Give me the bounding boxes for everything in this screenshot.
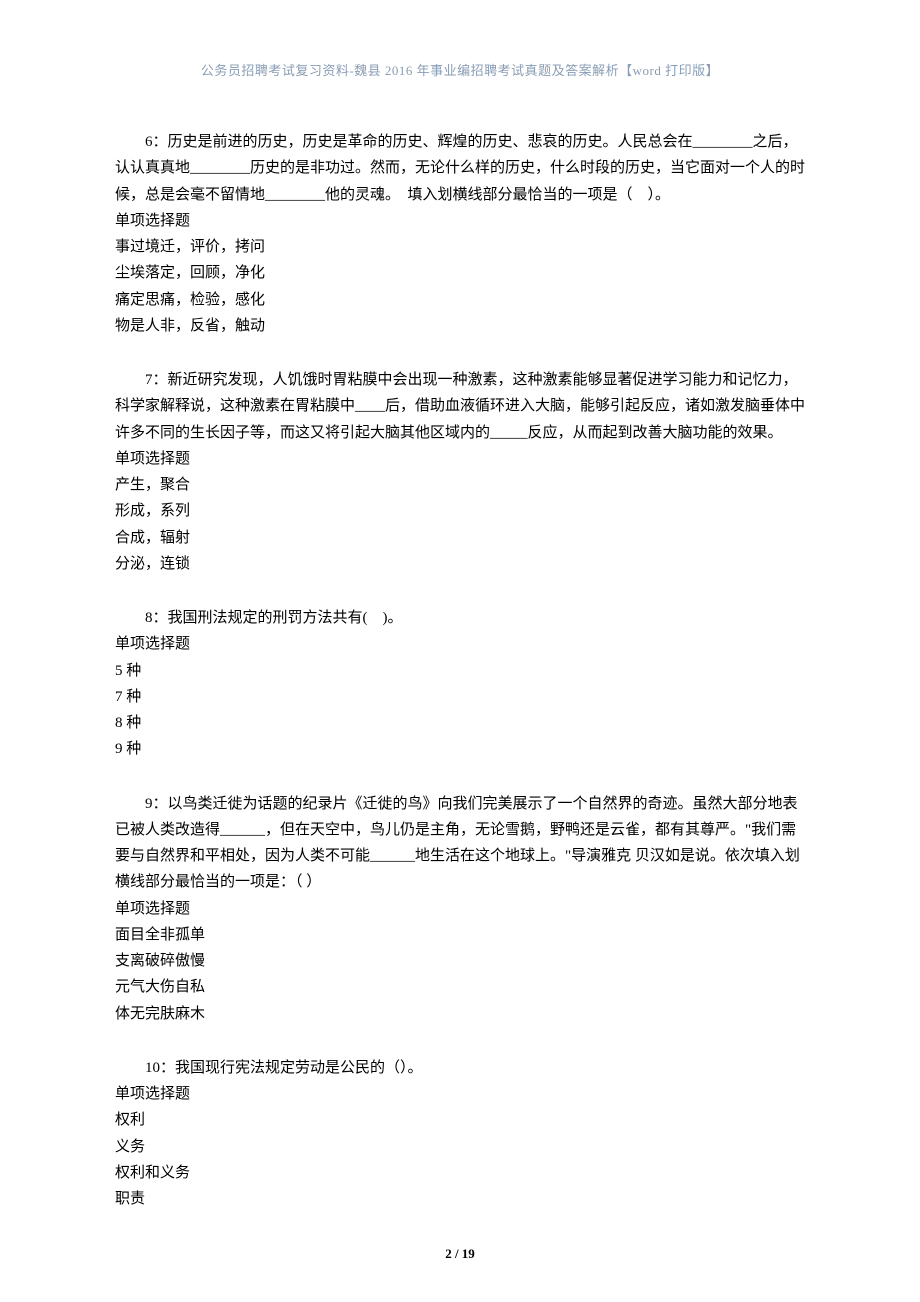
question-text: 7：新近研究发现，人饥饿时胃粘膜中会出现一种激素，这种激素能够显著促进学习能力和… bbox=[115, 367, 805, 446]
question-6: 6：历史是前进的历史，历史是革命的历史、辉煌的历史、悲哀的历史。人民总会在___… bbox=[115, 129, 805, 339]
question-type: 单项选择题 bbox=[115, 208, 805, 234]
question-number: 9 bbox=[145, 796, 153, 812]
question-number: 6 bbox=[145, 134, 153, 150]
question-body: ：我国刑法规定的刑罚方法共有( )。 bbox=[153, 610, 403, 626]
option-a: 产生，聚合 bbox=[115, 472, 805, 498]
question-type: 单项选择题 bbox=[115, 631, 805, 657]
question-number: 7 bbox=[145, 372, 153, 388]
option-d: 体无完肤麻木 bbox=[115, 1001, 805, 1027]
option-c: 合成，辐射 bbox=[115, 525, 805, 551]
question-body: ：以鸟类迁徙为话题的纪录片《迁徙的鸟》向我们完美展示了一个自然界的奇迹。虽然大部… bbox=[115, 796, 800, 891]
question-body: ：新近研究发现，人饥饿时胃粘膜中会出现一种激素，这种激素能够显著促进学习能力和记… bbox=[115, 372, 805, 441]
question-type: 单项选择题 bbox=[115, 1081, 805, 1107]
question-9: 9：以鸟类迁徙为话题的纪录片《迁徙的鸟》向我们完美展示了一个自然界的奇迹。虽然大… bbox=[115, 791, 805, 1027]
page-header: 公务员招聘考试复习资料-魏县 2016 年事业编招聘考试真题及答案解析【word… bbox=[115, 60, 805, 79]
option-b: 义务 bbox=[115, 1134, 805, 1160]
question-text: 9：以鸟类迁徙为话题的纪录片《迁徙的鸟》向我们完美展示了一个自然界的奇迹。虽然大… bbox=[115, 791, 805, 896]
option-b: 7 种 bbox=[115, 684, 805, 710]
option-b: 尘埃落定，回顾，净化 bbox=[115, 260, 805, 286]
option-c: 痛定思痛，检验，感化 bbox=[115, 287, 805, 313]
question-body: ：历史是前进的历史，历史是革命的历史、辉煌的历史、悲哀的历史。人民总会在____… bbox=[115, 134, 805, 203]
option-a: 权利 bbox=[115, 1107, 805, 1133]
option-a: 面目全非孤单 bbox=[115, 922, 805, 948]
option-a: 5 种 bbox=[115, 658, 805, 684]
option-d: 分泌，连锁 bbox=[115, 551, 805, 577]
page-footer: 2 / 19 bbox=[0, 1246, 920, 1262]
option-b: 支离破碎傲慢 bbox=[115, 948, 805, 974]
question-10: 10：我国现行宪法规定劳动是公民的（）。 单项选择题 权利 义务 权利和义务 职… bbox=[115, 1055, 805, 1213]
option-a: 事过境迁，评价，拷问 bbox=[115, 234, 805, 260]
question-8: 8：我国刑法规定的刑罚方法共有( )。 单项选择题 5 种 7 种 8 种 9 … bbox=[115, 605, 805, 763]
option-c: 8 种 bbox=[115, 710, 805, 736]
question-text: 10：我国现行宪法规定劳动是公民的（）。 bbox=[115, 1055, 805, 1081]
option-c: 权利和义务 bbox=[115, 1160, 805, 1186]
option-b: 形成，系列 bbox=[115, 498, 805, 524]
option-c: 元气大伤自私 bbox=[115, 974, 805, 1000]
question-number: 10 bbox=[145, 1060, 160, 1076]
question-text: 8：我国刑法规定的刑罚方法共有( )。 bbox=[115, 605, 805, 631]
question-type: 单项选择题 bbox=[115, 896, 805, 922]
option-d: 9 种 bbox=[115, 736, 805, 762]
option-d: 物是人非，反省，触动 bbox=[115, 313, 805, 339]
option-d: 职责 bbox=[115, 1186, 805, 1212]
question-text: 6：历史是前进的历史，历史是革命的历史、辉煌的历史、悲哀的历史。人民总会在___… bbox=[115, 129, 805, 208]
question-7: 7：新近研究发现，人饥饿时胃粘膜中会出现一种激素，这种激素能够显著促进学习能力和… bbox=[115, 367, 805, 577]
question-type: 单项选择题 bbox=[115, 446, 805, 472]
question-number: 8 bbox=[145, 610, 153, 626]
question-body: ：我国现行宪法规定劳动是公民的（）。 bbox=[160, 1060, 423, 1076]
